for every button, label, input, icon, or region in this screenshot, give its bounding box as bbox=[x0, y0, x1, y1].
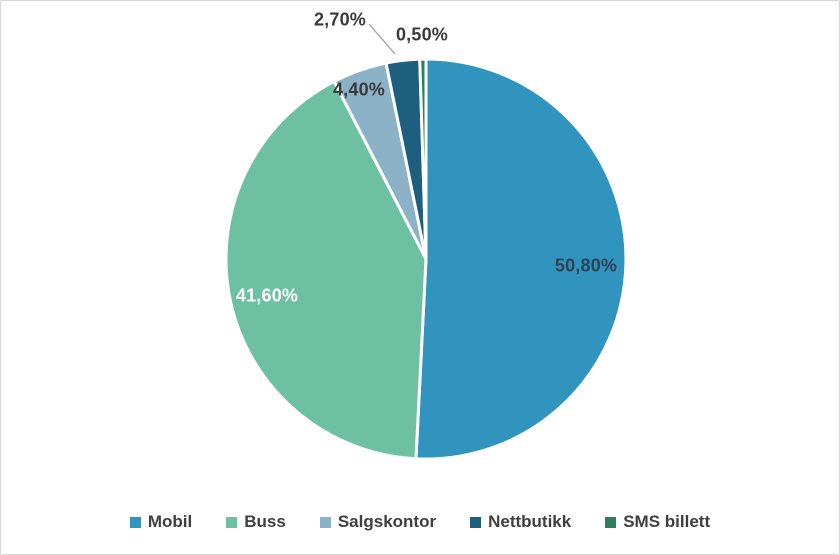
legend-label-sms-billett: SMS billett bbox=[623, 512, 711, 531]
legend-label-buss: Buss bbox=[244, 512, 286, 531]
legend: Mobil Buss Salgskontor Nettbutikk SMS bi… bbox=[1, 512, 839, 532]
pie-slice-sms-billett bbox=[418, 57, 428, 261]
pie-slice-buss bbox=[224, 79, 428, 461]
legend-label-nettbutikk: Nettbutikk bbox=[488, 512, 572, 531]
legend-label-salgskontor: Salgskontor bbox=[337, 512, 437, 531]
legend-marker-buss bbox=[226, 516, 238, 528]
legend-item-mobil: Mobil bbox=[129, 512, 193, 532]
pie-slice-mobil bbox=[414, 57, 628, 461]
slice-label-buss: 41,60% bbox=[235, 285, 299, 306]
slice-label-salgskontor: 4,40% bbox=[332, 79, 386, 100]
legend-item-sms-billett: SMS billett bbox=[605, 512, 710, 532]
legend-marker-salgskontor bbox=[319, 516, 331, 528]
legend-item-salgskontor: Salgskontor bbox=[319, 512, 437, 532]
legend-item-nettbutikk: Nettbutikk bbox=[470, 512, 571, 532]
slice-label-sms-billett: 0,50% bbox=[395, 24, 449, 45]
legend-label-mobil: Mobil bbox=[147, 512, 193, 531]
slice-label-mobil: 50,80% bbox=[554, 255, 618, 276]
legend-item-buss: Buss bbox=[226, 512, 286, 532]
pie-svg bbox=[224, 23, 628, 461]
slice-label-nettbutikk: 2,70% bbox=[313, 9, 367, 30]
pie-chart: 50,80% 41,60% 4,40% 2,70% 0,50% bbox=[1, 1, 839, 491]
pie-slices bbox=[224, 57, 628, 461]
legend-marker-sms-billett bbox=[605, 516, 617, 528]
legend-marker-nettbutikk bbox=[470, 516, 482, 528]
legend-marker-mobil bbox=[129, 516, 141, 528]
callout-leader-line bbox=[368, 23, 396, 55]
